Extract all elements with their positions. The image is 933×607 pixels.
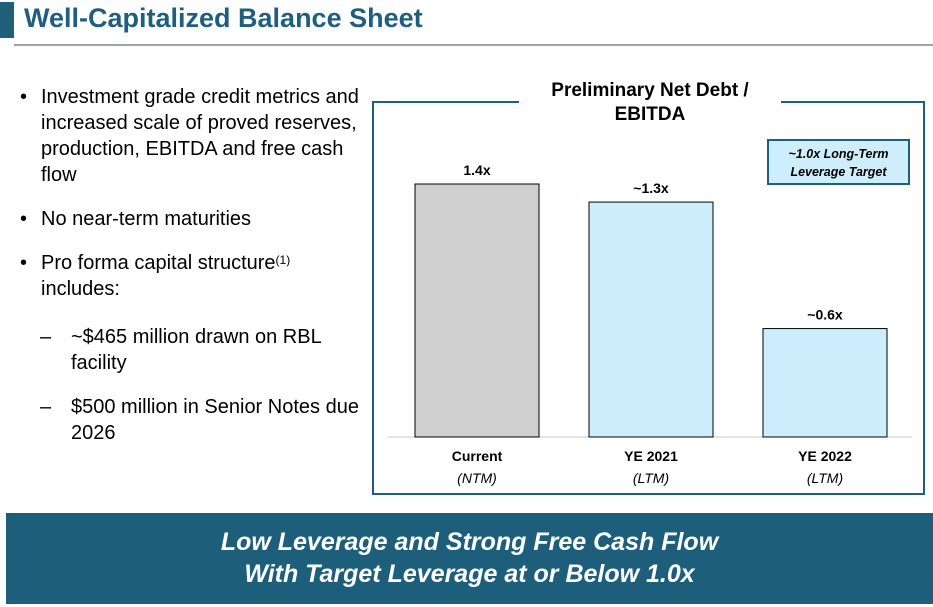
footnote-marker: (1) bbox=[275, 253, 291, 267]
page-title: Well-Capitalized Balance Sheet bbox=[24, 3, 423, 33]
bullet-dot: • bbox=[20, 208, 28, 230]
category-label: YE 2022 bbox=[798, 448, 852, 464]
dash-glyph: – bbox=[40, 326, 52, 348]
sub-bullet-notes: – $500 million in Senior Notes due 2026 bbox=[20, 394, 360, 446]
banner-line-1: Low Leverage and Strong Free Cash Flow bbox=[220, 528, 719, 556]
bullet-dot: • bbox=[20, 252, 28, 274]
bullet-text: Investment grade credit metrics and incr… bbox=[41, 86, 359, 186]
dash-glyph: – bbox=[40, 396, 52, 418]
title-accent-bar bbox=[0, 2, 14, 38]
bar-value-label: ~0.6x bbox=[807, 307, 843, 323]
bar-current bbox=[414, 183, 540, 438]
bar-ye-2022 bbox=[762, 328, 888, 438]
bullet-dot: • bbox=[20, 86, 28, 108]
bullet-text-tail: includes: bbox=[41, 278, 120, 300]
chart-title-mask bbox=[519, 76, 781, 128]
banner-line-2: With Target Leverage at or Below 1.0x bbox=[244, 560, 695, 588]
sub-bullet-text: ~$465 million drawn on RBL facility bbox=[71, 326, 321, 374]
bullet-item-maturities: • No near-term maturities bbox=[20, 206, 360, 232]
bullet-text: No near-term maturities bbox=[41, 208, 252, 230]
bullet-text: Pro forma capital structure bbox=[41, 252, 276, 274]
category-sublabel: (LTM) bbox=[633, 470, 669, 486]
takeaway-banner: Low Leverage and Strong Free Cash Flow W… bbox=[6, 513, 933, 604]
sub-bullet-text: $500 million in Senior Notes due 2026 bbox=[71, 396, 359, 444]
title-divider bbox=[14, 44, 933, 46]
chart-title: Preliminary Net Debt / EBITDA bbox=[551, 80, 749, 125]
category-label: Current bbox=[452, 448, 503, 464]
leverage-target-annotation: ~1.0x Long-Term Leverage Target bbox=[767, 139, 910, 185]
bar-value-label: ~1.3x bbox=[633, 180, 669, 196]
bullet-item-capital-structure: • Pro forma capital structure(1) include… bbox=[20, 250, 360, 302]
bar-ye-2021 bbox=[588, 201, 714, 438]
category-label: YE 2021 bbox=[624, 448, 678, 464]
bullet-list: • Investment grade credit metrics and in… bbox=[20, 84, 360, 464]
bar-value-label: 1.4x bbox=[463, 162, 490, 178]
category-sublabel: (LTM) bbox=[807, 470, 843, 486]
category-sublabel: (NTM) bbox=[457, 470, 497, 486]
sub-bullet-rbl: – ~$465 million drawn on RBL facility bbox=[20, 324, 360, 376]
bullet-item-credit-metrics: • Investment grade credit metrics and in… bbox=[20, 84, 360, 188]
